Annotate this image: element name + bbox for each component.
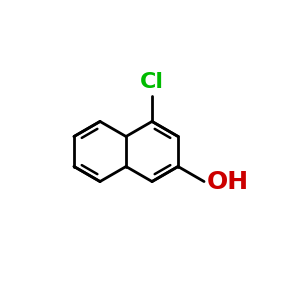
Text: Cl: Cl (140, 73, 164, 92)
Text: OH: OH (206, 169, 248, 194)
